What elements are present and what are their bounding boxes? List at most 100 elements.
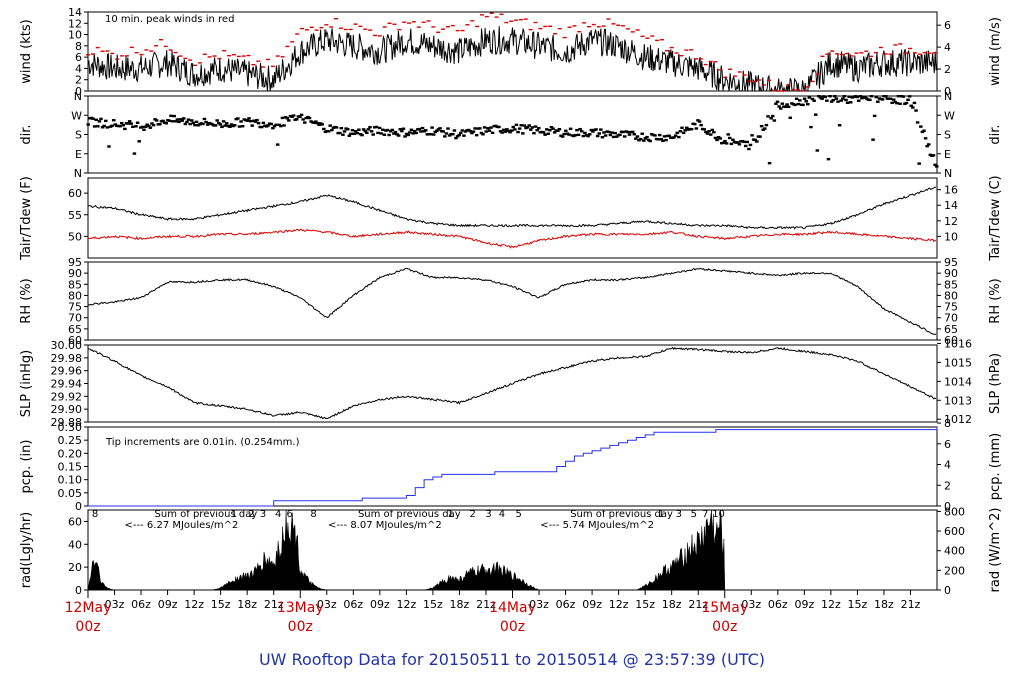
- dir-point: [486, 127, 490, 130]
- dir-point: [911, 106, 915, 109]
- dir-point: [581, 134, 586, 138]
- rad-hour-label: 1: [231, 509, 237, 520]
- dir-point: [183, 122, 188, 126]
- dir-point: [107, 145, 111, 148]
- dir-point: [675, 131, 679, 135]
- dir-point: [615, 135, 619, 138]
- dir-point: [489, 126, 493, 129]
- rad-annotation-sum: <--- 5.74 MJoules/m^2: [540, 520, 654, 531]
- rad-ytick-left-label: 0: [75, 584, 82, 597]
- dir-point: [664, 138, 668, 142]
- dir-point: [904, 101, 909, 105]
- dir-point: [248, 119, 253, 123]
- dir-point: [697, 120, 702, 123]
- slp-ytick-left-label: 29.96: [51, 365, 83, 378]
- dir-ylabel-left: dir.: [19, 124, 34, 144]
- dir-point: [589, 128, 594, 132]
- dir-point: [771, 114, 775, 118]
- time-minor-label: 15z: [211, 598, 231, 611]
- dir-point: [274, 123, 278, 127]
- dir-point: [888, 97, 893, 100]
- dir-point: [742, 140, 746, 144]
- dir-point: [406, 133, 410, 137]
- rad-ytick-left-label: 40: [68, 538, 82, 551]
- dir-ytick-right-label: W: [944, 109, 955, 122]
- dir-point: [282, 124, 286, 127]
- dir-point: [205, 123, 210, 126]
- dir-point: [737, 143, 742, 146]
- dir-point: [458, 131, 463, 135]
- dir-point: [772, 119, 777, 122]
- dir-ytick-left-label: E: [75, 148, 82, 161]
- dir-point: [330, 128, 334, 132]
- dir-point: [608, 133, 613, 137]
- dir-point: [836, 100, 840, 103]
- time-minor-label: 21z: [901, 598, 921, 611]
- dir-point: [380, 128, 385, 131]
- time-minor-label: 12z: [184, 598, 204, 611]
- dir-point: [802, 97, 807, 100]
- dir-point: [170, 120, 175, 123]
- dir-point: [844, 98, 848, 102]
- dir-ytick-right-label: S: [944, 129, 951, 142]
- dir-point: [460, 129, 465, 132]
- dir-point: [914, 109, 918, 112]
- dir-point: [414, 131, 418, 135]
- dir-point: [680, 126, 684, 129]
- time-minor-label: 09z: [370, 598, 390, 611]
- time-minor-label: 15z: [423, 598, 443, 611]
- dir-point: [366, 128, 371, 131]
- dir-point: [712, 131, 716, 134]
- dir-point: [556, 129, 560, 133]
- dir-point: [748, 143, 753, 147]
- dir-point: [455, 135, 460, 138]
- rad-ytick-right-label: 400: [944, 545, 965, 558]
- rad-ytick-right-label: 600: [944, 525, 965, 538]
- rad-hour-label: 8: [92, 509, 98, 520]
- dir-frame: [87, 95, 938, 174]
- dir-point: [178, 118, 183, 121]
- rad-hour-label: 4: [275, 509, 281, 520]
- wind-ytick-left-label: 0: [75, 85, 82, 98]
- dir-point: [817, 95, 821, 98]
- dir-point: [379, 132, 383, 135]
- dir-point: [189, 119, 194, 122]
- dir-point: [713, 136, 718, 140]
- dir-point: [435, 129, 439, 132]
- dir-point: [326, 130, 331, 133]
- dir-point: [390, 128, 395, 132]
- rh-ytick-right-label: 60: [944, 334, 958, 347]
- dir-point: [607, 130, 611, 134]
- dir-point: [847, 95, 851, 98]
- dir-point: [595, 134, 600, 138]
- dir-point: [535, 128, 539, 132]
- wind-ytick-left-label: 4: [75, 62, 82, 75]
- dir-point: [314, 120, 318, 123]
- dir-point: [371, 133, 375, 136]
- rh-ytick-left-label: 95: [68, 256, 82, 269]
- dir-point: [855, 95, 859, 99]
- dir-point: [239, 120, 243, 123]
- rad-hour-label: 1: [658, 509, 664, 520]
- dir-point: [99, 117, 103, 121]
- dir-point: [228, 125, 232, 128]
- dir-point: [91, 117, 95, 120]
- dir-point: [694, 127, 699, 130]
- dir-point: [705, 132, 710, 135]
- dir-point: [552, 131, 557, 134]
- dir-point: [525, 126, 530, 129]
- dir-point: [769, 117, 773, 120]
- dir-point: [482, 126, 487, 129]
- dir-point: [693, 122, 697, 126]
- dir-point: [487, 129, 492, 132]
- dir-point: [111, 119, 116, 122]
- dir-point: [923, 137, 928, 140]
- dir-point: [355, 131, 360, 135]
- date-hour-label: 00z: [288, 619, 313, 635]
- dir-point: [395, 133, 399, 136]
- dir-point: [783, 105, 788, 109]
- dir-point: [544, 128, 549, 131]
- rh-frame: [87, 261, 938, 341]
- dir-point: [444, 132, 449, 135]
- wind-ytick-right-label: 0: [944, 85, 951, 98]
